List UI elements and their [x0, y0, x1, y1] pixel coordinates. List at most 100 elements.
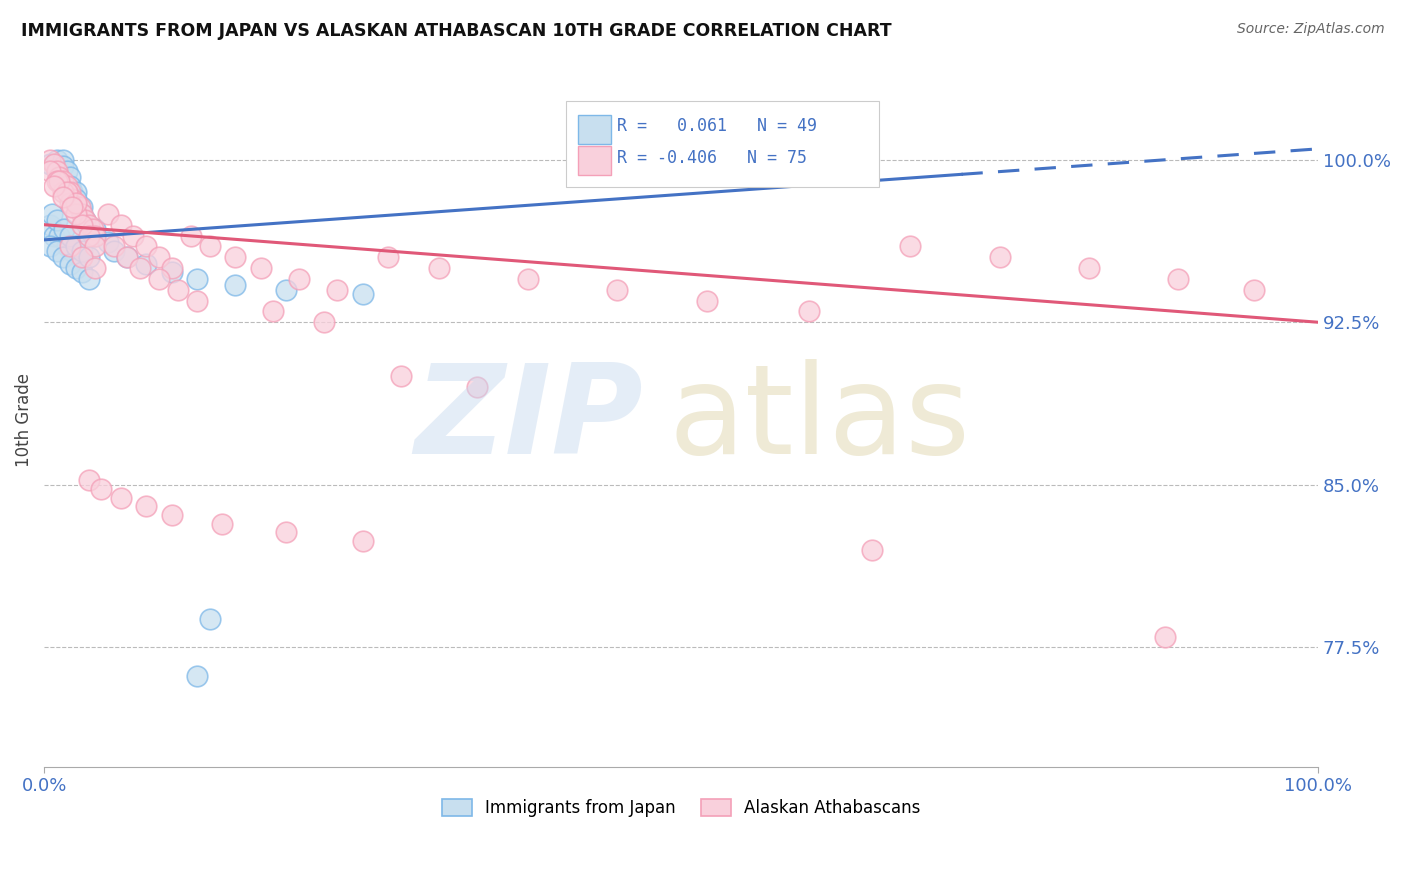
Point — [110, 491, 132, 505]
Point — [52, 185, 75, 199]
Point — [103, 239, 125, 253]
Point — [52, 250, 75, 264]
Point — [115, 250, 138, 264]
Point — [160, 508, 183, 523]
Point — [44, 157, 66, 171]
Point — [72, 218, 94, 232]
Y-axis label: 10th Grade: 10th Grade — [15, 373, 32, 467]
Point — [211, 516, 233, 531]
Point — [148, 272, 170, 286]
Text: R =   0.061   N = 49: R = 0.061 N = 49 — [617, 118, 817, 136]
Point — [198, 612, 221, 626]
Point — [58, 257, 80, 271]
Point — [1167, 272, 1189, 286]
Point — [465, 380, 488, 394]
Point — [186, 668, 208, 682]
Point — [53, 222, 76, 236]
Point — [224, 278, 246, 293]
Point — [135, 257, 157, 271]
Point — [84, 228, 107, 243]
Point — [186, 272, 208, 286]
Point — [60, 185, 83, 199]
Point — [77, 250, 100, 264]
Point — [44, 228, 66, 243]
Point — [65, 185, 87, 199]
Point — [39, 157, 62, 171]
Point — [45, 174, 67, 188]
Point — [352, 534, 374, 549]
Point — [198, 239, 221, 253]
Point — [52, 159, 75, 173]
Point — [186, 293, 208, 308]
Point — [167, 283, 190, 297]
Point — [56, 178, 79, 193]
Point — [72, 250, 94, 264]
Point — [148, 250, 170, 264]
Legend: Immigrants from Japan, Alaskan Athabascans: Immigrants from Japan, Alaskan Athabasca… — [434, 793, 927, 824]
Point — [58, 169, 80, 184]
Point — [276, 283, 298, 297]
Point — [60, 200, 83, 214]
Point — [65, 196, 87, 211]
Point — [180, 228, 202, 243]
Text: ZIP: ZIP — [415, 359, 643, 480]
Point — [314, 315, 336, 329]
Point — [52, 189, 75, 203]
Point — [1154, 630, 1177, 644]
Point — [69, 200, 91, 214]
Point — [69, 200, 91, 214]
Point — [72, 200, 94, 214]
FancyBboxPatch shape — [567, 101, 879, 187]
Point — [58, 228, 80, 243]
Point — [128, 261, 150, 276]
Point — [517, 272, 540, 286]
Point — [48, 228, 70, 243]
Point — [72, 207, 94, 221]
Point — [160, 261, 183, 276]
Point — [84, 239, 107, 253]
Point — [427, 261, 450, 276]
Point — [69, 250, 91, 264]
Point — [72, 244, 94, 258]
Text: R = -0.406   N = 75: R = -0.406 N = 75 — [617, 149, 807, 167]
Point — [97, 207, 120, 221]
Point — [860, 542, 883, 557]
Point — [65, 239, 87, 253]
Point — [58, 239, 80, 253]
Text: Source: ZipAtlas.com: Source: ZipAtlas.com — [1237, 22, 1385, 37]
Point — [224, 250, 246, 264]
Point — [52, 153, 75, 167]
Point — [65, 207, 87, 221]
Point — [276, 525, 298, 540]
Point — [82, 222, 104, 236]
Point — [65, 192, 87, 206]
Point — [45, 244, 67, 258]
Point — [135, 500, 157, 514]
Point — [77, 474, 100, 488]
Point — [58, 185, 80, 199]
Point — [988, 250, 1011, 264]
Point — [48, 174, 70, 188]
Point — [77, 218, 100, 232]
Point — [797, 304, 820, 318]
Point — [900, 239, 922, 253]
Point — [72, 265, 94, 279]
Point — [606, 283, 628, 297]
Point — [97, 235, 120, 249]
Text: IMMIGRANTS FROM JAPAN VS ALASKAN ATHABASCAN 10TH GRADE CORRELATION CHART: IMMIGRANTS FROM JAPAN VS ALASKAN ATHABAS… — [21, 22, 891, 40]
Point — [41, 207, 63, 221]
Point — [44, 178, 66, 193]
Point — [90, 482, 112, 496]
Point — [696, 293, 718, 308]
Point — [58, 178, 80, 193]
Point — [52, 174, 75, 188]
FancyBboxPatch shape — [578, 145, 612, 175]
Point — [84, 228, 107, 243]
Point — [122, 228, 145, 243]
Text: atlas: atlas — [668, 359, 970, 480]
Point — [45, 153, 67, 167]
Point — [72, 207, 94, 221]
Point — [56, 185, 79, 199]
Point — [39, 239, 62, 253]
Point — [39, 153, 62, 167]
